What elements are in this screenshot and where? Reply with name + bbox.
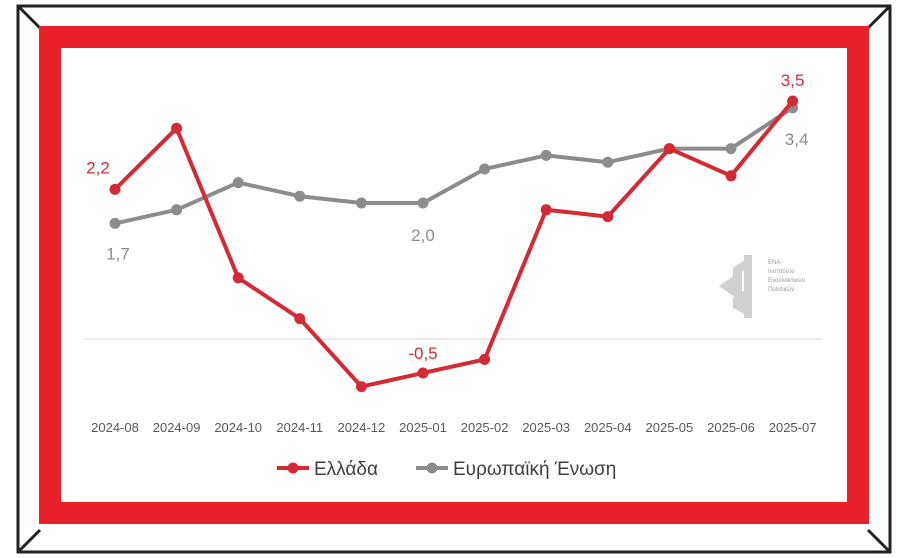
logo-text: Εναλλακτικών: [768, 278, 805, 284]
x-tick-label: 2025-07: [769, 420, 817, 435]
x-tick-label: 2024-12: [338, 420, 386, 435]
legend-marker: [426, 462, 438, 474]
data-point-eu: [417, 197, 429, 209]
data-point-greece: [109, 183, 121, 195]
logo-text: Ινστιτούτο: [768, 269, 795, 275]
data-label: 3,5: [781, 71, 805, 90]
data-point-greece: [294, 313, 306, 325]
red-frame: [39, 26, 869, 524]
legend-label: Ευρωπαϊκή Ένωση: [453, 459, 616, 480]
data-point-eu: [109, 217, 121, 229]
corner-line: [16, 4, 42, 30]
data-point-greece: [232, 272, 244, 284]
corner-line: [16, 528, 42, 554]
x-tick-label: 2024-08: [91, 420, 139, 435]
data-point-greece: [602, 211, 614, 223]
data-point-greece: [417, 367, 429, 379]
data-point-eu: [602, 156, 614, 168]
logo-text: Πολιτικών: [768, 287, 794, 293]
data-point-greece: [540, 204, 552, 216]
data-label: 2,0: [411, 226, 435, 245]
data-point-eu: [171, 204, 183, 216]
x-tick-label: 2025-02: [461, 420, 509, 435]
x-tick-label: 2024-11: [276, 420, 323, 435]
data-point-eu: [355, 197, 367, 209]
data-label: -0,5: [408, 344, 437, 363]
data-point-eu: [479, 163, 491, 175]
ena-logo-icon: [719, 255, 752, 318]
x-tick-label: 2024-10: [214, 420, 262, 435]
corner-line: [866, 4, 892, 30]
series-line-greece: [113, 99, 795, 389]
data-point-greece: [787, 95, 799, 107]
legend-label: Ελλάδα: [314, 459, 378, 480]
data-label: 1,7: [106, 244, 130, 263]
x-tick-label: 2025-05: [646, 420, 694, 435]
x-tick-label: 2024-09: [153, 420, 201, 435]
data-point-greece: [663, 143, 675, 155]
data-point-eu: [294, 190, 306, 202]
data-label: 2,2: [86, 158, 110, 177]
data-point-greece: [355, 381, 367, 393]
data-point-eu: [540, 149, 552, 161]
series-line-eu: [113, 105, 795, 226]
x-tick-label: 2025-01: [399, 420, 447, 435]
data-point-greece: [171, 122, 183, 134]
data-point-greece: [479, 353, 491, 365]
legend-marker: [287, 462, 299, 474]
x-tick-label: 2025-06: [707, 420, 755, 435]
x-tick-label: 2025-03: [522, 420, 570, 435]
data-point-eu: [232, 177, 244, 189]
data-label: 3,4: [785, 130, 809, 149]
data-point-greece: [725, 170, 737, 182]
data-point-eu: [725, 143, 737, 155]
logo-text: ΕΝΑ: [768, 260, 780, 266]
x-tick-label: 2025-04: [584, 420, 632, 435]
corner-line: [866, 528, 892, 554]
